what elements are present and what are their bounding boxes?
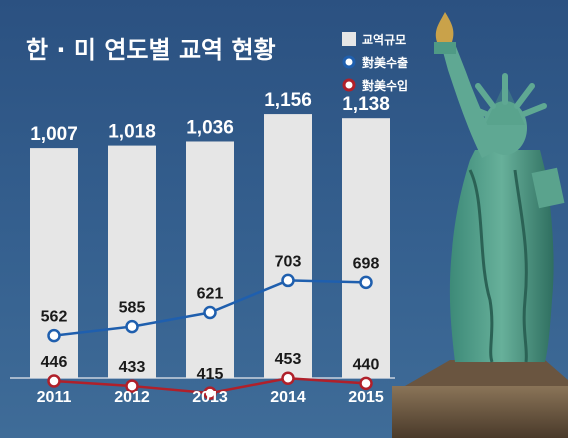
legend: 교역규모 對美수출 對美수입 [342,32,408,93]
bar-series [30,114,390,378]
x-axis-tick-labels: 2011 2012 2013 2014 2015 [37,389,384,406]
import-label-2011: 446 [41,354,68,371]
import-label-2015: 440 [353,356,380,373]
legend-import-marker [342,78,356,92]
bar-label-2011: 1,007 [30,124,78,145]
bar-2015 [342,118,390,378]
x-tick-2014: 2014 [270,389,306,406]
x-tick-2011: 2011 [37,389,72,406]
bar-label-2012: 1,018 [108,122,156,143]
import-points [47,371,373,400]
import-point-2011 [47,374,61,388]
bar-2013 [186,141,234,378]
x-tick-2012: 2012 [114,389,150,406]
x-tick-2013: 2013 [192,389,228,406]
chart-title: 한 · 미 연도별 교역 현황 [26,36,276,64]
export-point-2015 [359,275,373,290]
bar-label-2014: 1,156 [264,90,312,111]
bar-2012 [108,145,156,378]
export-point-2012 [125,319,139,334]
legend-label-trade: 교역규모 [362,32,406,47]
export-label-2011: 562 [41,309,68,326]
bar-2011 [30,148,78,378]
export-value-labels: 562 585 621 703 698 [41,253,380,325]
export-label-2014: 703 [275,253,302,270]
import-value-labels: 446 433 415 453 440 [41,351,380,383]
import-label-2014: 453 [275,351,302,368]
import-point-2012 [125,379,139,393]
bar-label-2015: 1,138 [342,94,390,115]
export-point-2013 [203,305,217,320]
statue-of-liberty-illustration [392,12,568,438]
import-point-2013 [203,386,217,400]
legend-label-export: 對美수출 [362,55,408,70]
legend-bar-swatch [342,32,356,46]
export-label-2015: 698 [353,255,380,272]
legend-label-import: 對美수입 [362,78,408,93]
bar-label-2013: 1,036 [186,117,234,138]
export-label-2012: 585 [119,300,146,317]
export-point-2014 [281,273,295,288]
legend-export-marker [342,55,356,69]
export-label-2013: 621 [197,286,224,303]
bar-2014 [264,114,312,378]
import-point-2014 [281,371,295,385]
import-point-2015 [359,376,373,391]
export-point-2011 [47,328,61,343]
import-label-2013: 415 [197,366,224,383]
export-points [47,273,373,343]
bar-value-labels: 1,007 1,018 1,036 1,156 1,138 [30,90,390,145]
import-label-2012: 433 [119,359,146,376]
x-tick-2015: 2015 [348,389,384,406]
